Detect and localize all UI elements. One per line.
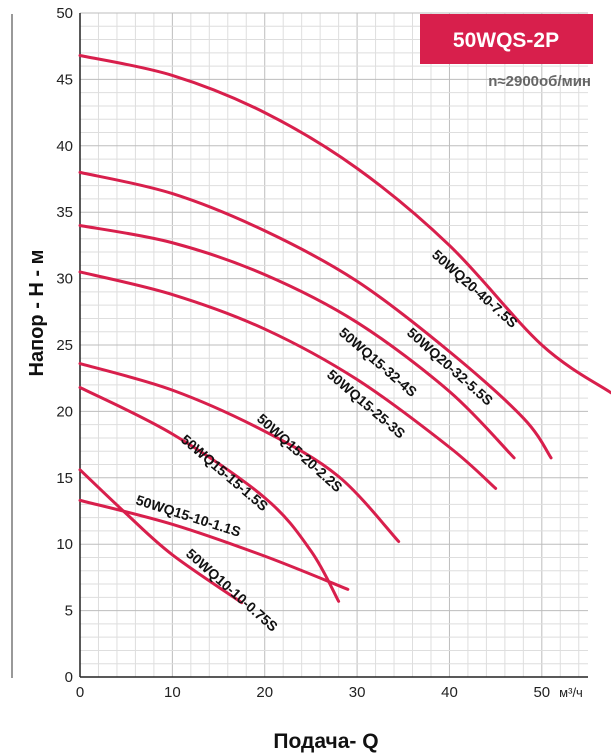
x-tick-label: 50 (533, 684, 550, 701)
model-title: 50WQS-2P (453, 29, 559, 52)
y-tick-label: 10 (56, 536, 73, 553)
series-line-3 (78, 270, 498, 490)
series-line-7 (78, 468, 244, 605)
model-badge-box (420, 14, 593, 64)
series-label-7: 50WQ10-10-0.75S (183, 545, 281, 634)
grid (79, 12, 588, 678)
x-axis-title: Подача- Q (273, 730, 378, 753)
series-line-5 (78, 385, 341, 603)
x-tick-label: 10 (164, 684, 181, 701)
x-axis-unit: м³/ч (559, 685, 583, 700)
y-tick-label: 45 (56, 71, 73, 88)
y-tick-label: 20 (56, 403, 73, 420)
series-line-1 (78, 170, 553, 460)
axes (11, 13, 588, 678)
model-badge: 50WQS-2P (420, 14, 593, 64)
x-tick-label: 20 (256, 684, 273, 701)
y-tick-label: 50 (56, 5, 73, 22)
series-label-6: 50WQ15-10-1.1S (134, 492, 243, 540)
y-tick-labels: 0 5 10 15 20 25 30 35 40 45 50 (56, 5, 73, 686)
speed-label: n≈2900об/мин (488, 73, 591, 90)
x-tick-labels: 0 10 20 30 40 50 (76, 684, 550, 701)
series-line-4 (78, 362, 401, 544)
y-tick-label: 30 (56, 271, 73, 288)
y-axis-title: Напор - H - м (26, 250, 48, 377)
series-curves (78, 53, 611, 605)
series-label-4: 50WQ15-20-2.2S (254, 410, 346, 495)
series-line-2 (78, 223, 516, 460)
x-tick-label: 0 (76, 684, 84, 701)
x-tick-label: 40 (441, 684, 458, 701)
y-tick-label: 35 (56, 204, 73, 221)
y-tick-label: 15 (56, 470, 73, 487)
series-line-0 (78, 53, 611, 395)
y-tick-label: 0 (65, 669, 73, 686)
series-label-5: 50WQ15-15-1.5S (178, 431, 271, 514)
y-tick-label: 25 (56, 337, 73, 354)
y-tick-label: 5 (65, 603, 73, 620)
x-tick-label: 30 (349, 684, 366, 701)
y-tick-label: 40 (56, 138, 73, 155)
